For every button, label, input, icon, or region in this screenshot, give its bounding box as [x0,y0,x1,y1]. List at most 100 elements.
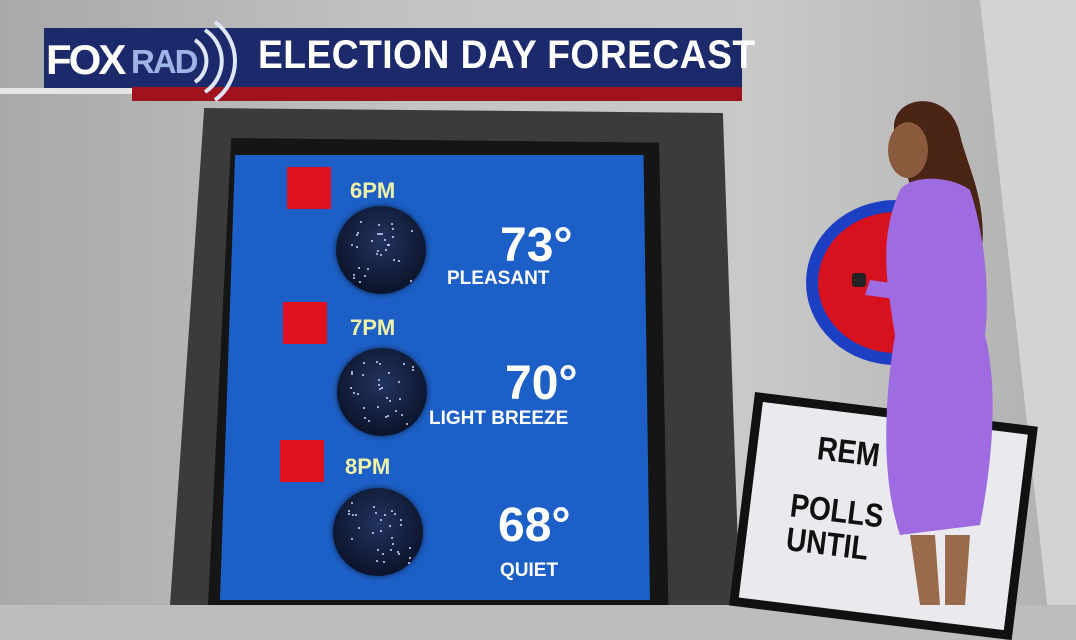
star [376,549,379,552]
banner-red-bar [132,87,742,101]
star [385,415,388,418]
star [371,240,374,243]
star [362,407,365,410]
star [377,406,380,409]
star [377,223,380,226]
star [362,361,365,364]
star [386,414,389,417]
star [392,235,395,238]
star [350,538,353,541]
star [377,250,380,253]
red-marker [287,167,331,209]
star [412,365,415,368]
star [363,274,366,277]
star [363,416,366,419]
star [357,527,360,530]
forecast-time: 6PM [350,178,396,203]
star [389,549,392,552]
forecast-temp: 73° [500,219,573,272]
star [355,233,358,236]
star [388,525,391,528]
star [399,397,402,400]
star [397,551,400,554]
star [409,280,412,283]
banner-accent-line [0,88,135,94]
star [361,373,364,376]
red-marker [280,440,324,482]
dress [886,178,993,535]
clear-night-icon [337,348,427,436]
star [400,523,403,526]
rad-logo: RAD [131,43,198,80]
star [380,253,383,256]
forecast-time: 8PM [345,454,391,479]
star [355,514,358,516]
star [391,543,394,546]
star [387,243,390,246]
star [409,556,412,559]
star [403,362,406,365]
star [351,372,354,375]
star [390,509,393,512]
star [353,274,356,277]
star [398,381,401,384]
star [375,511,378,514]
star [400,414,403,417]
star [408,561,411,564]
star [348,512,351,515]
star [379,362,382,365]
star [384,249,387,252]
forecast-condition: QUIET [500,560,559,581]
star [384,239,387,242]
star [411,230,414,233]
star [356,392,359,395]
star [394,512,397,515]
star [383,560,386,563]
star [381,387,384,390]
star [356,232,359,235]
star [397,553,400,556]
star [371,532,374,535]
star [377,378,380,381]
star [395,409,398,412]
star [350,501,353,504]
star [388,372,391,375]
radar-waves-icon [193,20,238,102]
star [358,267,361,270]
star [408,546,411,549]
star [359,221,362,224]
star [379,387,382,390]
star [406,422,409,425]
star [377,383,380,386]
star [389,400,392,403]
star [351,371,354,374]
star [351,244,354,247]
face [888,122,928,178]
star [353,392,356,395]
forecast-condition: LIGHT BREEZE [429,408,569,429]
star [411,369,414,372]
presenter [852,101,993,605]
star [375,253,378,256]
star [376,560,379,563]
star [353,277,356,280]
star [391,222,394,225]
clear-night-icon [333,488,423,576]
star [398,259,401,262]
star [382,552,385,555]
star [385,396,388,399]
star [355,246,358,249]
clear-night-icon [336,206,426,294]
forecast-panel [220,155,650,600]
clicker [852,273,866,287]
forecast-temp: 68° [498,499,571,552]
star [366,268,369,270]
star [379,518,382,521]
star [391,536,394,539]
forecast-condition: PLEASANT [447,268,550,289]
star [392,228,395,231]
star [400,518,403,521]
star [379,233,382,236]
star [359,281,362,284]
fox-logo: FOX [46,36,126,83]
